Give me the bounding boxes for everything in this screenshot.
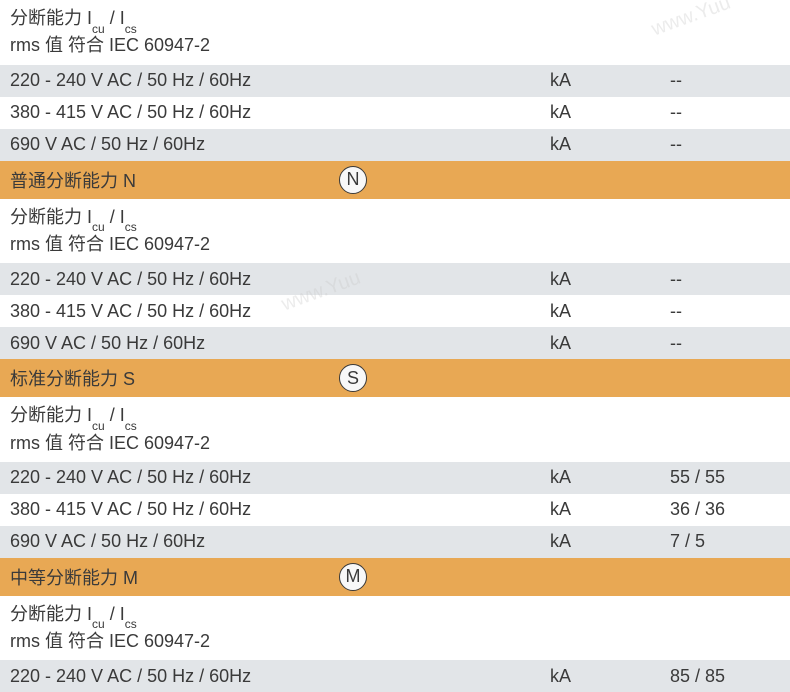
row-value: 55 / 55: [670, 467, 780, 488]
row-value: --: [670, 70, 780, 91]
row-value: 36 / 36: [670, 499, 780, 520]
row-value: --: [670, 102, 780, 123]
subscript-cs: cs: [125, 419, 137, 433]
row-unit: kA: [550, 531, 670, 552]
subheader-prefix: 分断能力 I: [10, 405, 92, 425]
subheader-line2: rms 值 符合 IEC 60947-2: [10, 33, 780, 58]
table-row: 690 V AC / 50 Hz / 60Hz kA 7 / 5: [0, 526, 790, 558]
section-title-text: 普通分断能力 N: [10, 167, 335, 193]
section-title-text: 标准分断能力 S: [10, 365, 335, 391]
table-row: 220 - 240 V AC / 50 Hz / 60Hz kA --: [0, 65, 790, 97]
table-row: 690 V AC / 50 Hz / 60Hz kA --: [0, 129, 790, 161]
section4-subheader: 分断能力 Icu / Ics rms 值 符合 IEC 60947-2: [0, 596, 790, 661]
row-unit: kA: [550, 499, 670, 520]
row-label: 380 - 415 V AC / 50 Hz / 60Hz: [10, 102, 550, 123]
row-unit: kA: [550, 301, 670, 322]
subscript-cs: cs: [125, 617, 137, 631]
subscript-cu: cu: [92, 419, 105, 433]
row-unit: kA: [550, 102, 670, 123]
subscript-cu: cu: [92, 617, 105, 631]
subheader-mid: / I: [105, 8, 125, 28]
row-value: 85 / 85: [670, 666, 780, 687]
table-row: 220 - 240 V AC / 50 Hz / 60Hz kA --: [0, 263, 790, 295]
subheader-line2: rms 值 符合 IEC 60947-2: [10, 431, 780, 456]
section-header-s: 标准分断能力 S S: [0, 359, 790, 397]
table-row: 220 - 240 V AC / 50 Hz / 60Hz kA 55 / 55: [0, 462, 790, 494]
row-label: 220 - 240 V AC / 50 Hz / 60Hz: [10, 666, 550, 687]
row-value: --: [670, 333, 780, 354]
row-value: --: [670, 134, 780, 155]
subheader-prefix: 分断能力 I: [10, 8, 92, 28]
subscript-cs: cs: [125, 220, 137, 234]
row-label: 220 - 240 V AC / 50 Hz / 60Hz: [10, 467, 550, 488]
subheader-mid: / I: [105, 207, 125, 227]
letter-n-icon: N: [339, 166, 367, 194]
table-row: 380 - 415 V AC / 50 Hz / 60Hz kA --: [0, 295, 790, 327]
row-value: --: [670, 269, 780, 290]
table-row: 380 - 415 V AC / 50 Hz / 60Hz kA 36 / 36: [0, 494, 790, 526]
table-row: 380 - 415 V AC / 50 Hz / 60Hz kA --: [0, 97, 790, 129]
row-unit: kA: [550, 467, 670, 488]
row-value: --: [670, 301, 780, 322]
subheader-line1: 分断能力 Icu / Ics: [10, 403, 780, 430]
row-label: 220 - 240 V AC / 50 Hz / 60Hz: [10, 70, 550, 91]
row-label: 690 V AC / 50 Hz / 60Hz: [10, 134, 550, 155]
row-label: 690 V AC / 50 Hz / 60Hz: [10, 333, 550, 354]
subheader-line1: 分断能力 Icu / Ics: [10, 6, 780, 33]
subscript-cu: cu: [92, 220, 105, 234]
row-label: 220 - 240 V AC / 50 Hz / 60Hz: [10, 269, 550, 290]
subscript-cu: cu: [92, 22, 105, 36]
row-unit: kA: [550, 70, 670, 91]
table-row: 690 V AC / 50 Hz / 60Hz kA --: [0, 327, 790, 359]
section-header-n: 普通分断能力 N N: [0, 161, 790, 199]
section-title-text: 中等分断能力 M: [10, 564, 335, 590]
row-unit: kA: [550, 333, 670, 354]
section-header-m: 中等分断能力 M M: [0, 558, 790, 596]
subheader-mid: / I: [105, 604, 125, 624]
table-row: 220 - 240 V AC / 50 Hz / 60Hz kA 85 / 85: [0, 660, 790, 692]
row-unit: kA: [550, 666, 670, 687]
row-unit: kA: [550, 269, 670, 290]
letter-m-icon: M: [339, 563, 367, 591]
subheader-mid: / I: [105, 405, 125, 425]
row-label: 380 - 415 V AC / 50 Hz / 60Hz: [10, 499, 550, 520]
section3-subheader: 分断能力 Icu / Ics rms 值 符合 IEC 60947-2: [0, 397, 790, 462]
subheader-line2: rms 值 符合 IEC 60947-2: [10, 629, 780, 654]
subheader-line1: 分断能力 Icu / Ics: [10, 602, 780, 629]
subheader-prefix: 分断能力 I: [10, 604, 92, 624]
row-unit: kA: [550, 134, 670, 155]
row-value: 7 / 5: [670, 531, 780, 552]
letter-s-icon: S: [339, 364, 367, 392]
top-subheader: 分断能力 Icu / Ics rms 值 符合 IEC 60947-2: [0, 0, 790, 65]
section2-subheader: 分断能力 Icu / Ics rms 值 符合 IEC 60947-2: [0, 199, 790, 264]
subscript-cs: cs: [125, 22, 137, 36]
subheader-prefix: 分断能力 I: [10, 207, 92, 227]
row-label: 690 V AC / 50 Hz / 60Hz: [10, 531, 550, 552]
subheader-line2: rms 值 符合 IEC 60947-2: [10, 232, 780, 257]
subheader-line1: 分断能力 Icu / Ics: [10, 205, 780, 232]
row-label: 380 - 415 V AC / 50 Hz / 60Hz: [10, 301, 550, 322]
